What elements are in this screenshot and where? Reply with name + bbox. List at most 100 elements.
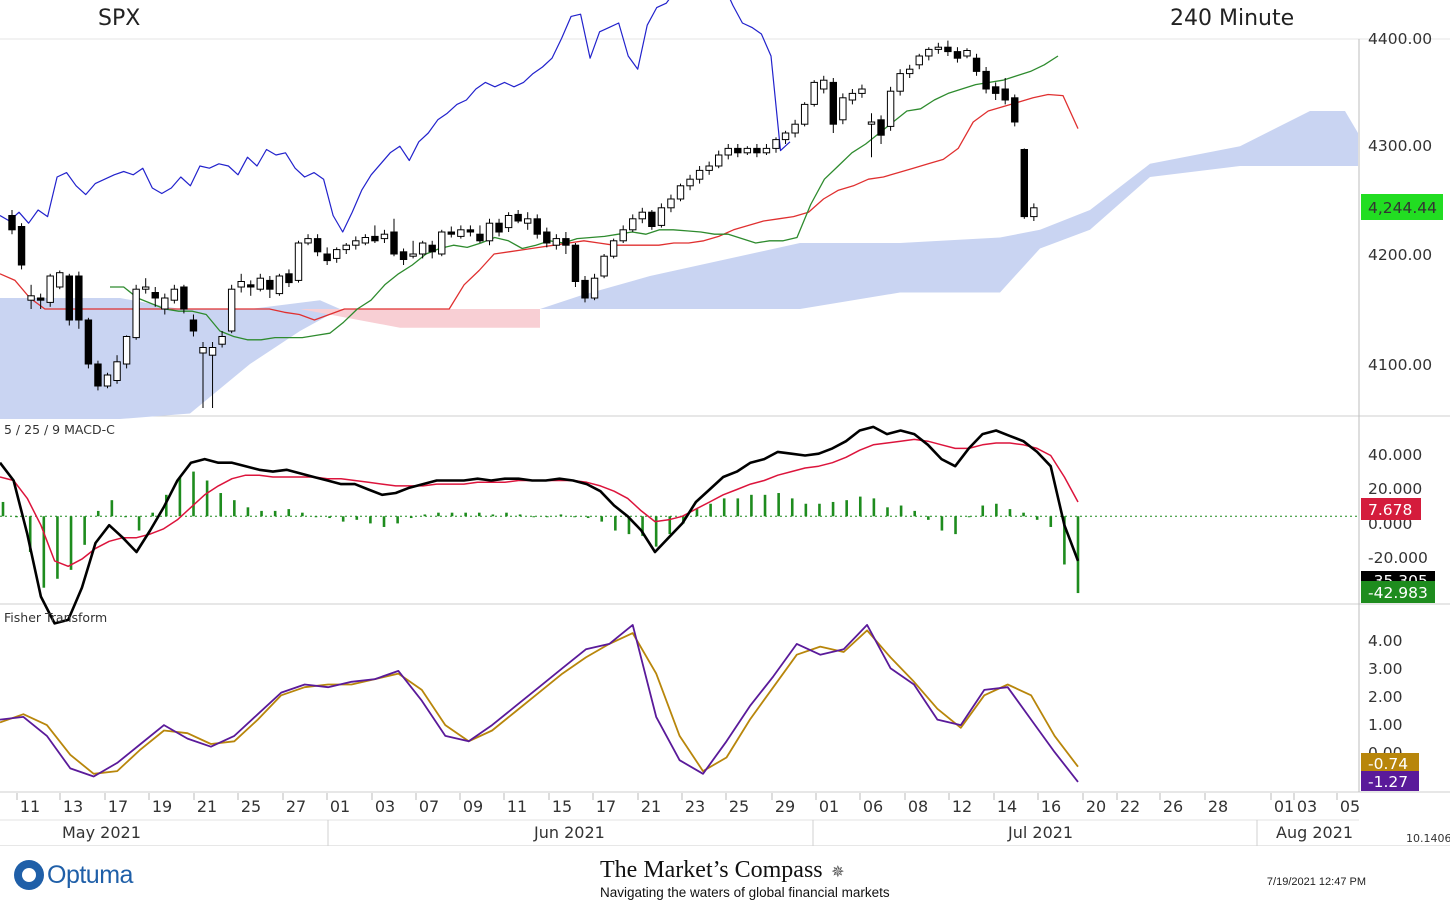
macd-tick-minus20: -20.000 [1368,549,1428,567]
candle-body [543,231,551,244]
x-day-label: 01 [1274,797,1294,816]
candle-body [256,277,265,290]
x-day-label: 09 [463,797,483,816]
macd-hist-bar [736,498,740,517]
macd-hist-bar [83,516,86,545]
x-day-label: 11 [507,797,527,816]
candle-body [485,222,494,242]
macd-hist-bar [341,516,345,522]
last-price-badge [1361,194,1443,220]
candle-body [294,242,303,281]
x-day-label: 12 [952,797,972,816]
macd-hist-bar [233,500,236,517]
macd-hist-bar [532,516,535,518]
candle-body [686,178,694,187]
candle-body [877,119,885,136]
macd-hist-bar [1063,516,1066,565]
macd-hist-bar [967,516,971,518]
candle-body [963,50,971,57]
macd-hist-bar [654,516,658,547]
x-day-label: 19 [152,797,172,816]
macd-hist-bar [219,493,223,517]
candle-body [84,319,93,365]
x-day-label: 03 [1297,797,1317,816]
brand-title: The Market’s Compass [600,857,823,883]
candle-body [753,147,761,154]
macd-axis: 40.000 20.000 0.000 -20.000 7.678 -35.30… [1361,446,1435,603]
price-tick-4300: 4300.00 [1368,137,1432,155]
candle-body [380,233,389,240]
macd-hist-bar [1035,516,1039,520]
macd-hist-bar [886,507,889,517]
x-day-label: 08 [908,797,928,816]
candle-body [906,68,914,75]
candle-body [800,103,809,125]
macd-hist-bar [858,496,862,517]
macd-hist-bar [546,516,549,518]
candle-body [638,211,646,220]
candle-body [342,244,350,251]
candle-body [457,229,465,237]
candle-body [122,336,131,365]
price-axis: 4400.00 4300.00 4200.00 4100.00 4,244.44 [1361,30,1443,374]
candle-body [495,222,503,233]
candle-body [619,229,627,242]
candle-body [1001,88,1009,101]
macd-hist-bar [600,516,604,522]
macd-hist-bar [205,480,209,517]
candle-body [237,281,245,288]
x-day-label: 17 [108,797,128,816]
candle-body [1011,97,1019,123]
macd-hist-bar [750,494,753,517]
optuma-logo[interactable]: Optuma [14,860,133,890]
macd-hist-bar [396,516,399,524]
macd-hist-bar [437,512,440,517]
macd-hist-bar [314,516,318,518]
candle-body [514,213,522,222]
candle-body [313,238,322,253]
macd-tick-20: 20.000 [1368,480,1422,498]
candle-body [896,73,904,92]
macd-hist-bar [491,514,495,517]
candle-body [667,198,675,209]
candle-body [886,90,895,127]
macd-hist-bar [1008,509,1012,517]
macd-hist-bar [1049,516,1053,527]
macd-hist-bar [355,516,359,520]
macd-hist-bar [695,509,699,517]
candle-body [56,272,64,288]
macd-histogram [1,471,1080,594]
macd-signal-line [0,438,1079,568]
signal-badge [1361,498,1421,520]
candle-body [867,121,876,125]
macd-hist-bar [981,505,985,517]
candle-body [715,154,723,167]
macd-hist-bar [464,512,467,517]
candle-body [504,215,513,229]
candle-body [934,46,943,50]
macd-hist-bar [818,503,821,517]
timeframe-label: 240 Minute [1170,6,1294,31]
candle-body [170,288,179,301]
macd-hist-bar [573,516,576,518]
x-day-label: 25 [241,797,261,816]
macd-hist-bar [124,516,127,518]
x-day-label: 13 [63,797,83,816]
last-price-label: 4,244.44 [1368,199,1437,217]
macd-hist-bar [328,516,331,519]
candle-body [991,86,1000,94]
candle-body [103,374,112,387]
x-day-label: 05 [1340,797,1360,816]
macd-hist-bar [42,516,46,588]
macd-hist-bar [831,501,835,517]
macd-hist-bar [1,501,5,517]
fisher-panel-label: Fisher Transform [4,610,107,625]
candle-body [820,79,828,90]
macd-hist-bar [28,516,32,552]
candle-body [925,48,933,57]
cloud-bear-area [300,309,540,328]
candle-body [581,279,589,299]
macd-hist-bar [151,512,154,517]
macd-hist-bar [559,514,563,517]
macd-hist-bar [899,505,903,517]
